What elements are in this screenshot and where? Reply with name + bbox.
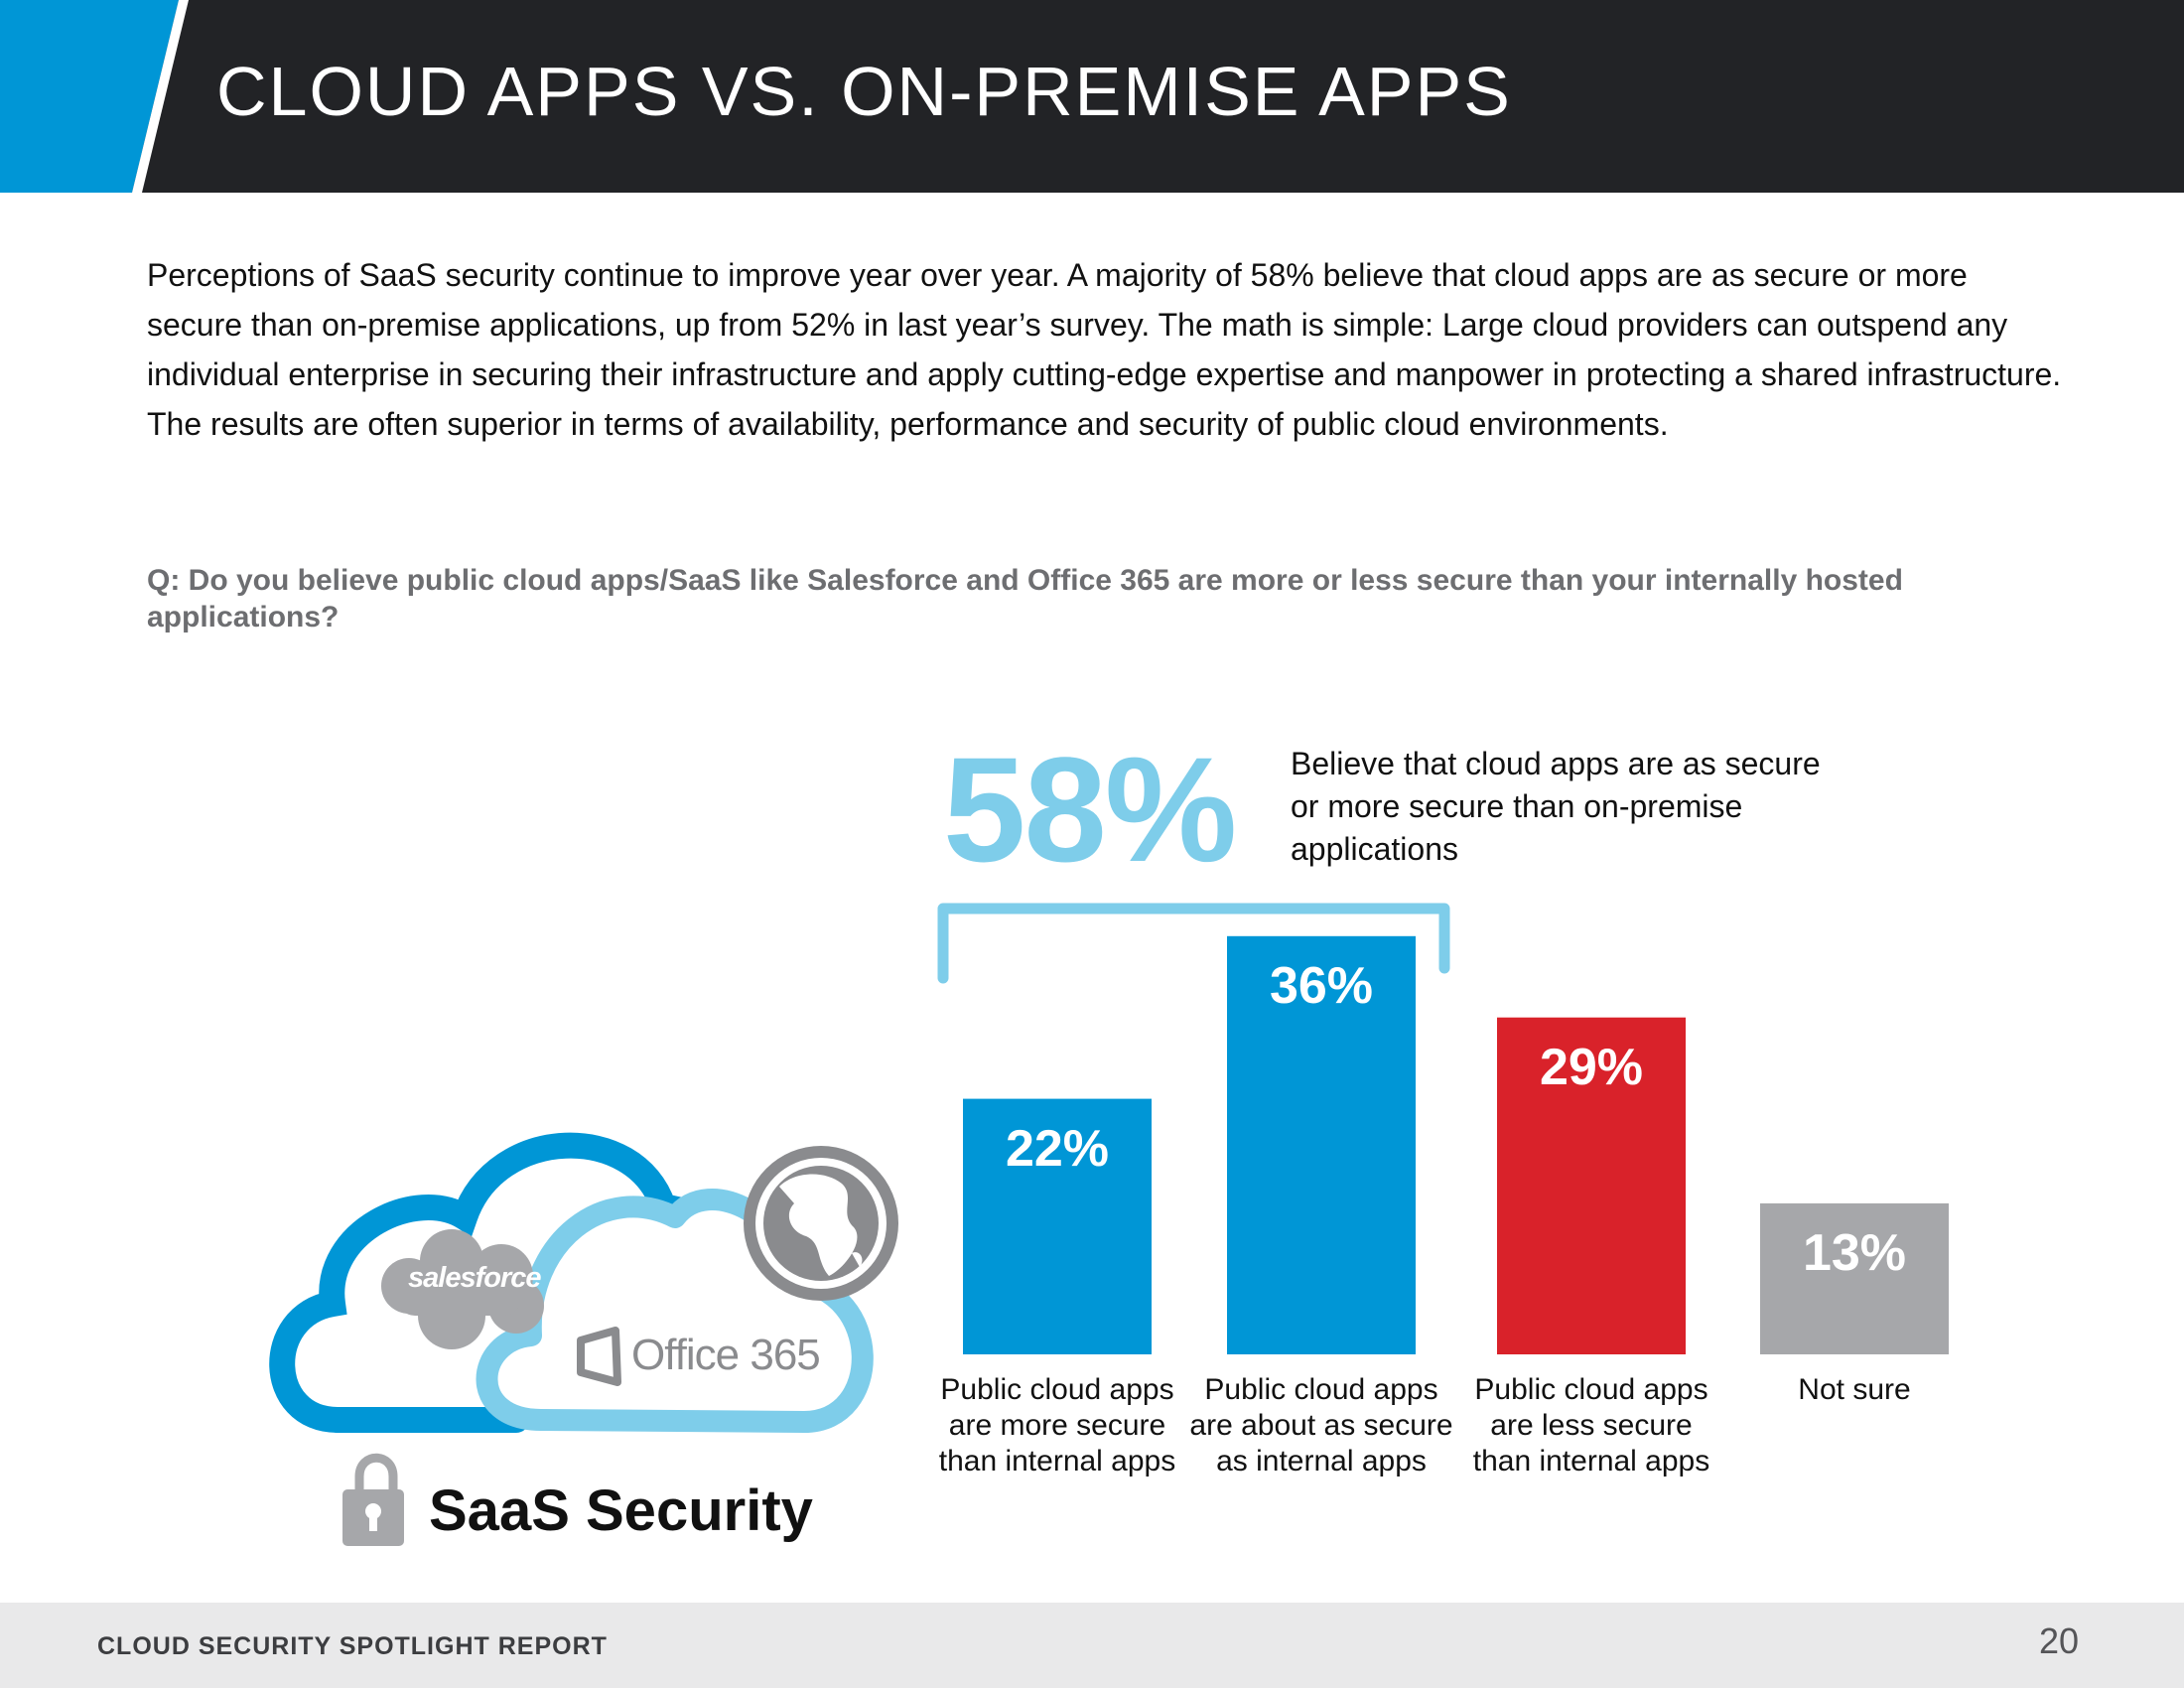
bar-value-label: 13% — [1802, 1223, 1907, 1282]
saas-illustration — [269, 1132, 898, 1546]
bar — [963, 1098, 1152, 1354]
office-logo-icon — [577, 1327, 621, 1386]
lock-icon — [342, 1453, 404, 1546]
salesforce-label: salesforce — [408, 1262, 541, 1294]
category-label: Public cloud apps are less secure than i… — [1472, 1373, 1710, 1477]
bar — [1760, 1202, 1949, 1354]
header-band — [0, 0, 2184, 193]
cloud-icon — [269, 1132, 708, 1433]
bar — [1497, 1017, 1686, 1354]
bar — [1227, 935, 1416, 1354]
saas-security-label: SaaS Security — [429, 1478, 813, 1543]
page-title: CLOUD APPS VS. ON-PREMISE APPS — [216, 53, 1512, 130]
callout-bracket — [937, 903, 1450, 984]
category-label: Public cloud apps are more secure than i… — [938, 1373, 1176, 1477]
callout-percentage: 58% — [943, 726, 1237, 893]
globe-icon — [744, 1146, 898, 1301]
callout-text: Believe that cloud apps are as secure or… — [1291, 746, 1821, 867]
footer-report-title: CLOUD SECURITY SPOTLIGHT REPORT — [97, 1632, 608, 1660]
bar-value-label: 22% — [1005, 1119, 1110, 1178]
bar-value-label: 36% — [1269, 956, 1374, 1015]
bars-layer — [963, 935, 1949, 1354]
category-label: Public cloud apps are about as secure as… — [1189, 1373, 1453, 1477]
footer-band — [0, 1603, 2184, 1688]
survey-question: Q: Do you believe public cloud apps/SaaS… — [147, 564, 1903, 633]
bar-value-label: 29% — [1539, 1038, 1644, 1096]
office365-label: Office 365 — [631, 1331, 821, 1379]
header-accent-shape — [0, 0, 189, 193]
intro-paragraph: Perceptions of SaaS security continue to… — [147, 257, 2062, 442]
page-number: 20 — [2039, 1620, 2080, 1661]
salesforce-logo-icon — [381, 1229, 544, 1349]
category-label: Not sure — [1798, 1373, 1911, 1406]
